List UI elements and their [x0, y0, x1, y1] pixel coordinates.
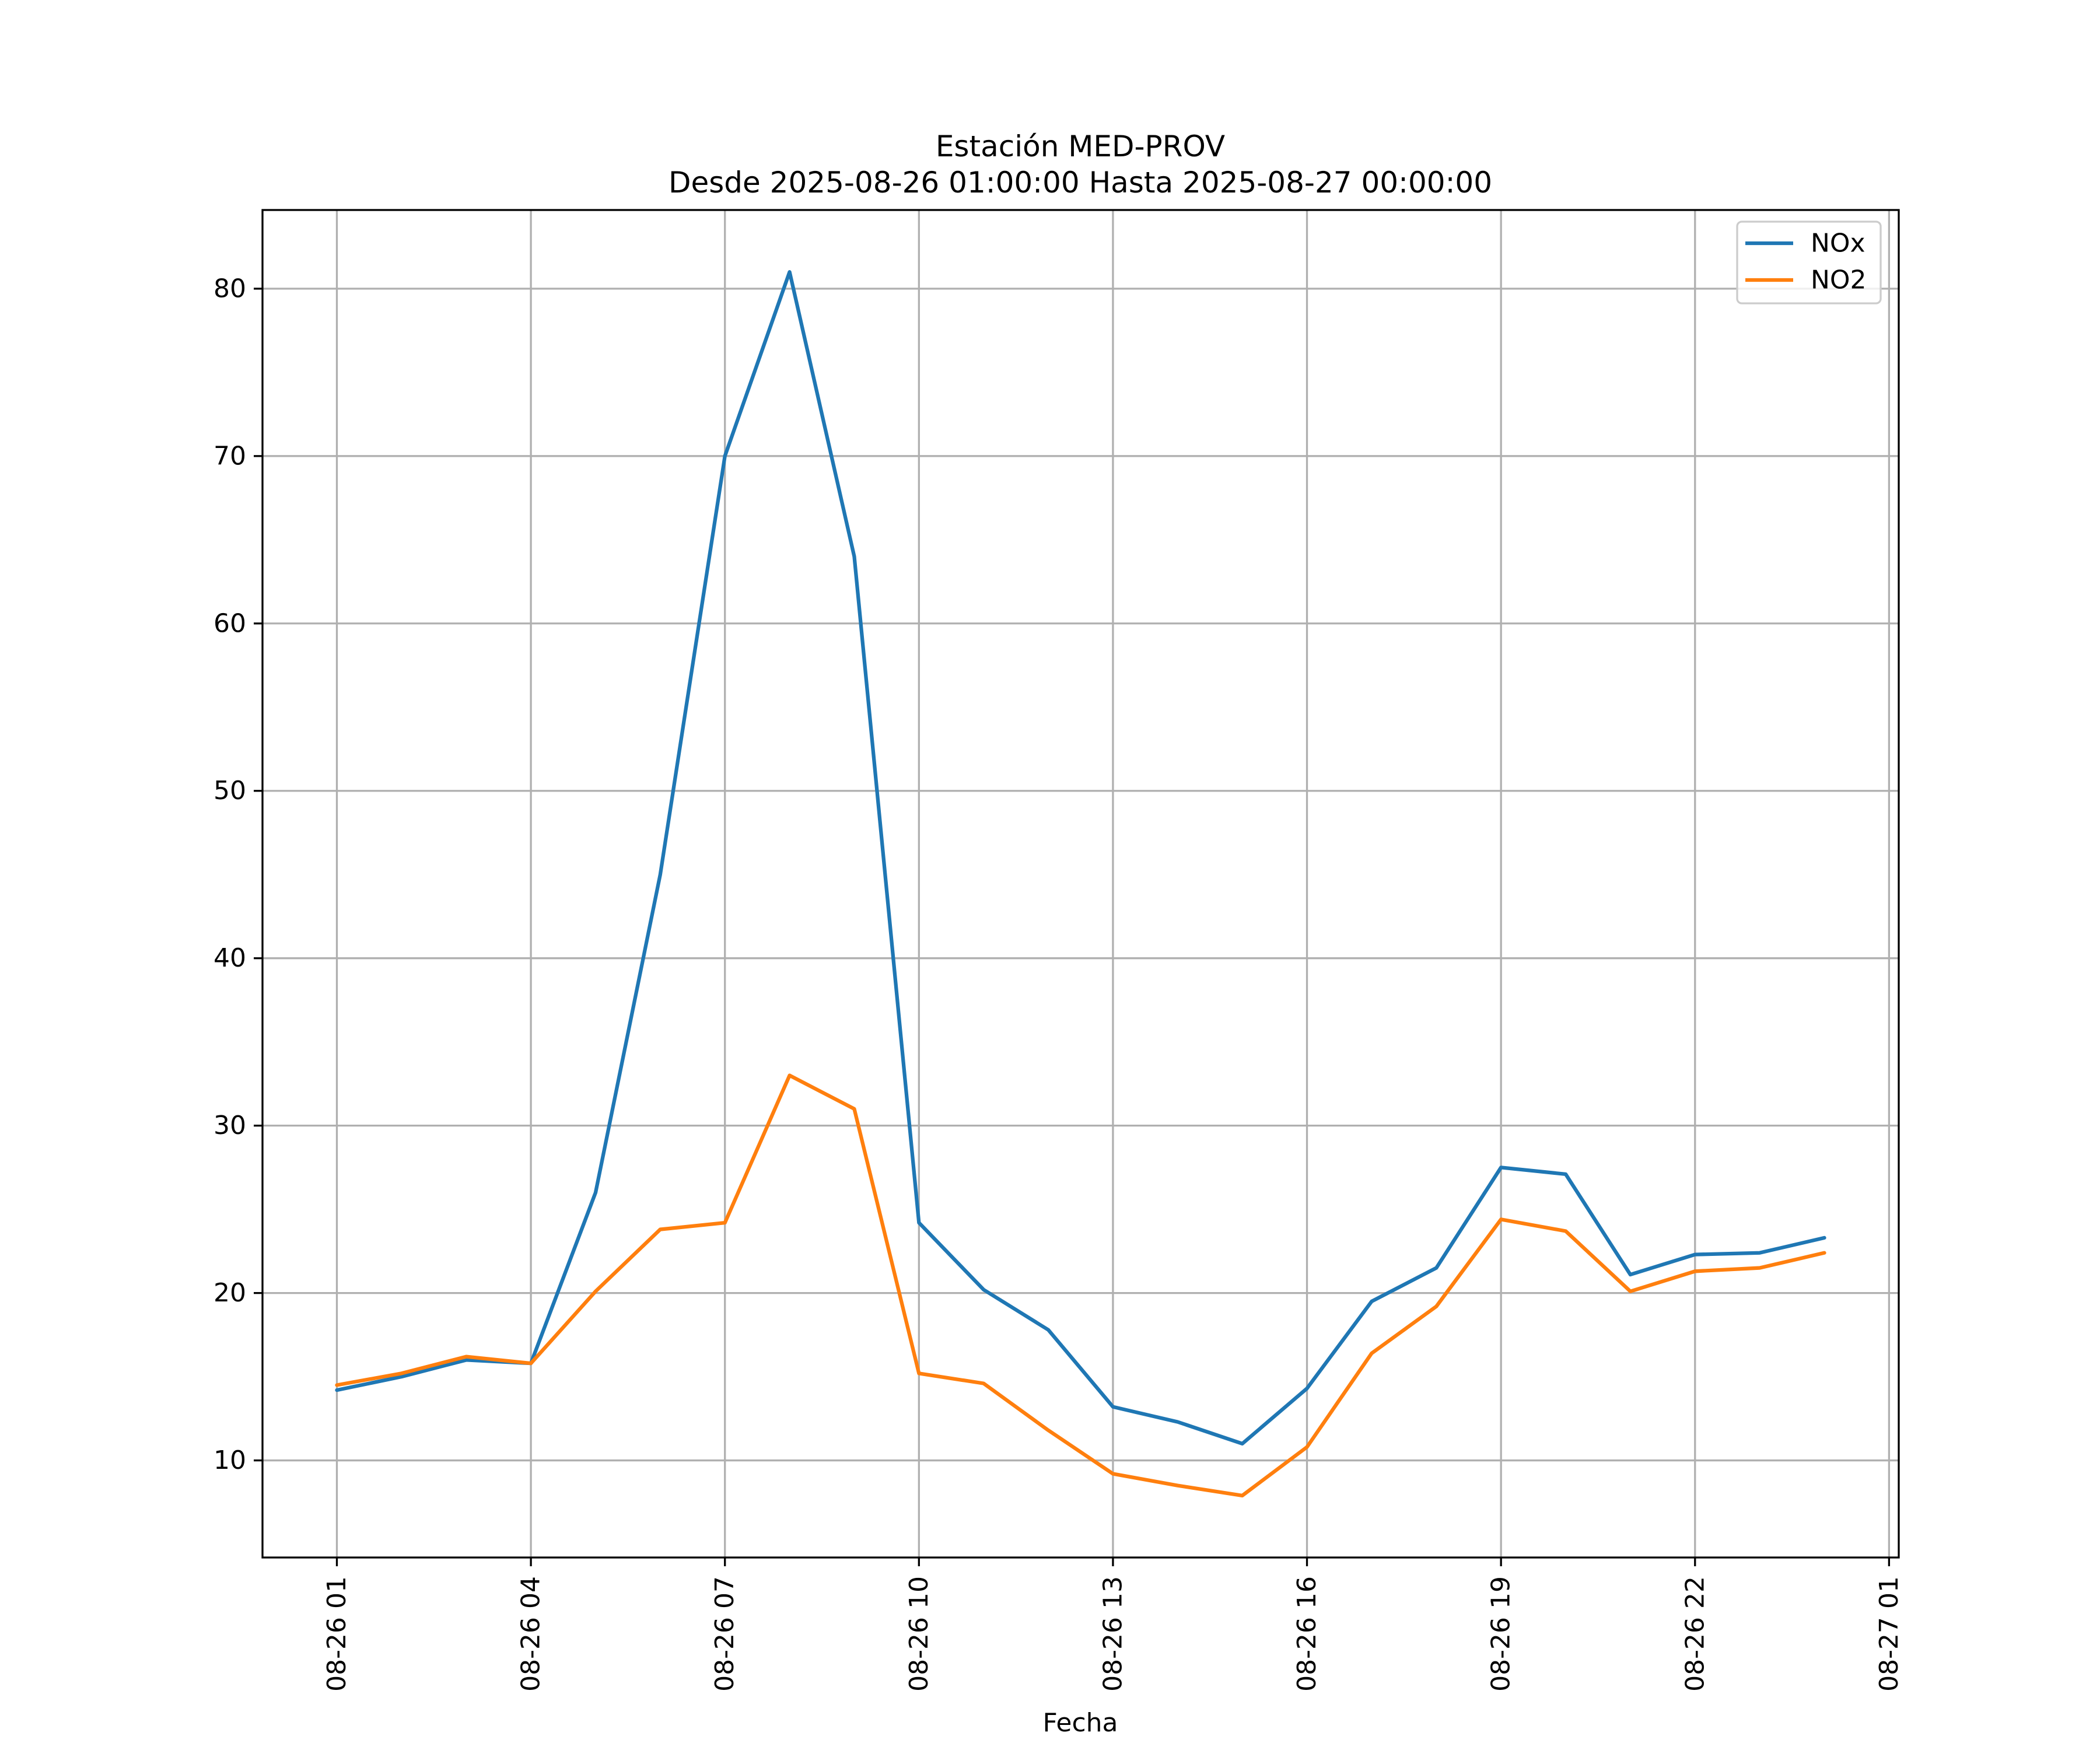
y-tick-label: 80 — [214, 274, 246, 303]
no2-line — [335, 1073, 1826, 1497]
x-tick-label: 08-26 01 — [322, 1576, 352, 1692]
x-axis-label: Fecha — [1042, 1708, 1118, 1738]
y-tick-label: 20 — [214, 1278, 246, 1308]
y-tick-label: 50 — [214, 776, 246, 806]
legend-label-nox: NOx — [1811, 229, 1866, 258]
x-tick-label: 08-26 13 — [1098, 1576, 1128, 1692]
x-tick-label: 08-26 22 — [1680, 1576, 1710, 1692]
x-tick-label: 08-27 01 — [1874, 1576, 1904, 1692]
grid-layer — [262, 210, 1899, 1558]
chart-subtitle: Desde 2025-08-26 01:00:00 Hasta 2025-08-… — [668, 166, 1492, 200]
chart-title: Estación MED-PROV — [936, 130, 1225, 163]
x-tick-label: 08-26 16 — [1292, 1576, 1322, 1692]
series-layer — [335, 270, 1826, 1497]
y-tick-label: 70 — [214, 441, 246, 471]
axes-frame — [261, 209, 1900, 1559]
x-tick-label: 08-26 10 — [904, 1576, 934, 1692]
y-tick-label: 30 — [214, 1111, 246, 1140]
legend-label-no2: NO2 — [1811, 265, 1867, 295]
nox-line — [335, 270, 1826, 1446]
y-tick-label: 60 — [214, 608, 246, 638]
legend: NOx NO2 — [1736, 220, 1882, 304]
x-tick-label: 08-26 04 — [516, 1576, 546, 1692]
x-tick-label: 08-26 19 — [1486, 1576, 1516, 1692]
y-tick-label: 10 — [214, 1446, 246, 1475]
tick-layer: 10 20 30 40 50 60 70 80 08-26 01 08-26 04 08-26 07… — [214, 274, 1904, 1691]
x-tick-label: 08-26 07 — [710, 1576, 740, 1692]
y-tick-label: 40 — [214, 943, 246, 973]
axes-layer — [261, 209, 1900, 1559]
